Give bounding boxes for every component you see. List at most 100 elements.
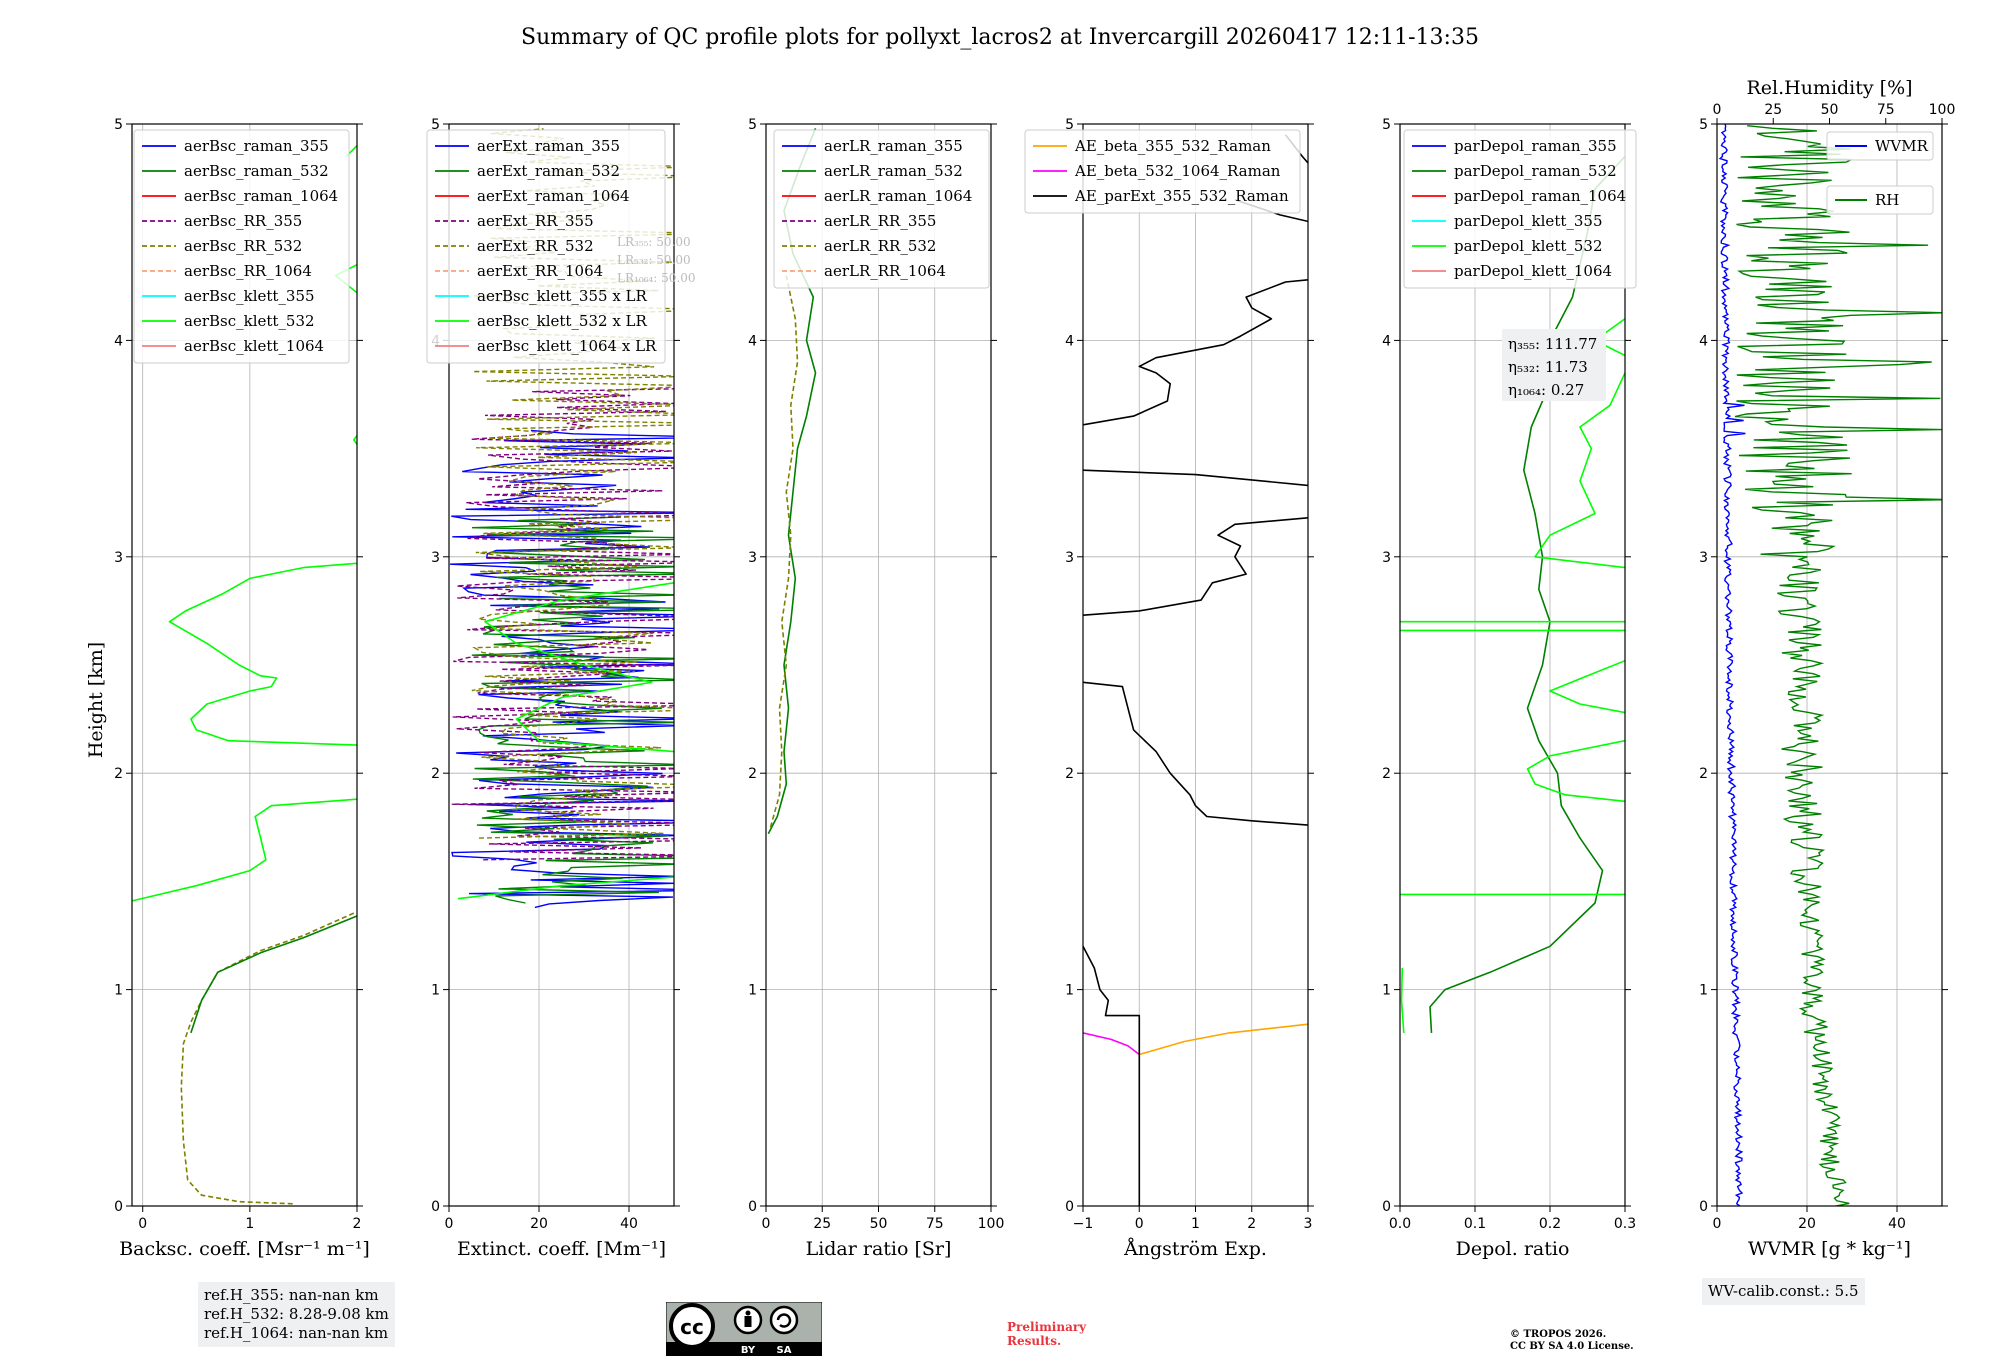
panel-frame [131,123,358,1207]
legend-label: aerLR_RR_532 [824,237,936,255]
y-tick-label: 1 [114,983,123,999]
panel-frame [1082,123,1309,1207]
y-axis-label: Height [km] [85,642,107,758]
y-tick-label: 4 [1382,333,1391,349]
y-tick-label: 3 [1065,550,1074,566]
x-tick-label: 20 [530,1216,548,1232]
cc-by-label: BY [741,1345,756,1356]
series-line-aerBsc_klett_532-upper [168,562,357,746]
y-tick-label: 5 [431,117,440,133]
y-tick-label: 3 [114,550,123,566]
y-tick-label: 2 [114,766,123,782]
y-tick-label: 5 [114,117,123,133]
x-tick-label: 0.0 [1389,1216,1411,1232]
top-x-tick-label: 25 [1764,102,1782,118]
series-line-aerBsc_RR_532 [180,910,357,1205]
y-tick-label: 0 [1382,1199,1391,1215]
y-tick-label: 5 [1382,117,1391,133]
x-tick-label: 0.3 [1614,1216,1636,1232]
legend-label: aerExt_raman_532 [477,162,620,180]
x-tick-label: 0 [1135,1216,1144,1232]
legend-label: parDepol_klett_532 [1454,237,1603,255]
series-line-parDepol_klett_532-low [1400,967,1405,1033]
legend-label: AE_beta_355_532_Raman [1074,137,1271,155]
panel-frame [448,123,675,1207]
panel-backscatter: 0 1 2 0 1 2 3 4 5 Backsc. coeff. [Msr⁻¹ m⁻¹] aerBs… [114,117,370,1260]
x-tick-label: 40 [620,1216,638,1232]
legend-label: parDepol_raman_1064 [1454,187,1626,205]
wv-calib-box: WV-calib.const.: 5.5 [1702,1278,1865,1305]
top-x-tick-label: 75 [1877,102,1895,118]
legend-label: parDepol_raman_532 [1454,162,1617,180]
y-tick-label: 5 [1065,117,1074,133]
y-tick-label: 0 [748,1199,757,1215]
y-tick-label: 2 [431,766,440,782]
cc-license-badge: cc BY SA [666,1302,822,1356]
panel-extinction: 02040012345Extinct. coeff. [Mm⁻¹]aerExt_… [426,117,695,1260]
reference-height-box: ref.H_355: nan-nan km ref.H_532: 8.28-9.… [198,1282,395,1347]
legend-label: parDepol_klett_1064 [1454,262,1612,280]
legend-box [773,129,990,289]
y-tick-label: 1 [1065,983,1074,999]
y-tick-label: 1 [1699,983,1708,999]
legend-label: aerBsc_RR_1064 [184,262,312,280]
legend-label: aerBsc_RR_532 [184,237,302,255]
series-line-parDepol_klett_532-mid2 [1549,659,1625,714]
y-tick-label: 0 [1065,1199,1074,1215]
x-tick-label: 0 [762,1216,771,1232]
annotation-text: η₁₀₆₄: 0.27 [1508,381,1584,399]
x-tick-label: 0 [445,1216,454,1232]
panel-depol: 0.0 0.1 0.2 0.3 0 1 2 3 4 5 Depol. ratio parDepol_r… [1382,117,1637,1260]
series-line-AE_parExt_355_532_Raman-b [1083,681,1308,826]
x-tick-label: 1 [245,1216,254,1232]
legend-box [1826,131,1934,161]
x-tick-label: 25 [813,1216,831,1232]
legend-label: aerBsc_klett_1064 x LR [477,337,657,355]
x-axis-label: Lidar ratio [Sr] [806,1238,952,1260]
series-line-parDepol_klett_532-mid [1526,739,1625,803]
legend-label: aerExt_RR_532 [477,237,594,255]
annotation-text: LR₃₅₅: 50.00 [617,235,691,249]
y-tick-label: 0 [114,1199,123,1215]
y-tick-label: 4 [114,333,123,349]
series-line-aerBsc_klett_532 [132,798,357,902]
x-tick-label: 0 [1713,1216,1722,1232]
y-tick-label: 2 [748,766,757,782]
series-line-AE_beta_532_1064_Raman [1083,1032,1140,1056]
y-tick-label: 4 [1699,333,1708,349]
legend-label: aerBsc_klett_1064 [184,337,324,355]
legend-label: aerExt_RR_355 [477,212,594,230]
x-axis-label: Ångström Exp. [1123,1238,1267,1260]
legend-box [1024,129,1301,214]
x-tick-label: 40 [1888,1216,1906,1232]
x-tick-label: 20 [1798,1216,1816,1232]
series-line-blue [449,429,674,909]
x-tick-label: 1 [1191,1216,1200,1232]
series-line-aerLR_RR_532 [769,275,799,828]
by-icon-head [745,1310,751,1316]
series-line-aerBsc_raman_532 [190,915,357,1034]
legend-box [426,129,666,364]
legend-label: aerBsc_klett_355 [184,287,315,305]
y-tick-label: 4 [1065,333,1074,349]
legend-label: parDepol_raman_355 [1454,137,1617,155]
series-line-RH [1734,125,1942,1206]
annotation-text: η₅₃₂: 11.73 [1508,358,1588,376]
series-line-AE_parExt_355_532_Raman-c [1083,517,1308,616]
copyright-note: © TROPOS 2026. CC BY SA 4.0 License. [1510,1329,1634,1352]
plot-area [1718,124,1942,1206]
legend-label: aerBsc_klett_355 x LR [477,287,648,305]
annotation-text: LR₅₃₂: 50.00 [617,253,691,267]
x-tick-label: 2 [353,1216,362,1232]
x-tick-label: 0.2 [1539,1216,1561,1232]
legend-box [1826,185,1934,215]
top-x-tick-label: 50 [1821,102,1839,118]
annotation-text: η₃₅₅: 111.77 [1508,335,1597,353]
x-tick-label: 100 [978,1216,1005,1232]
y-tick-label: 2 [1382,766,1391,782]
y-tick-label: 5 [1699,117,1708,133]
x-tick-label: 2 [1247,1216,1256,1232]
cc-sa-label: SA [777,1345,792,1356]
